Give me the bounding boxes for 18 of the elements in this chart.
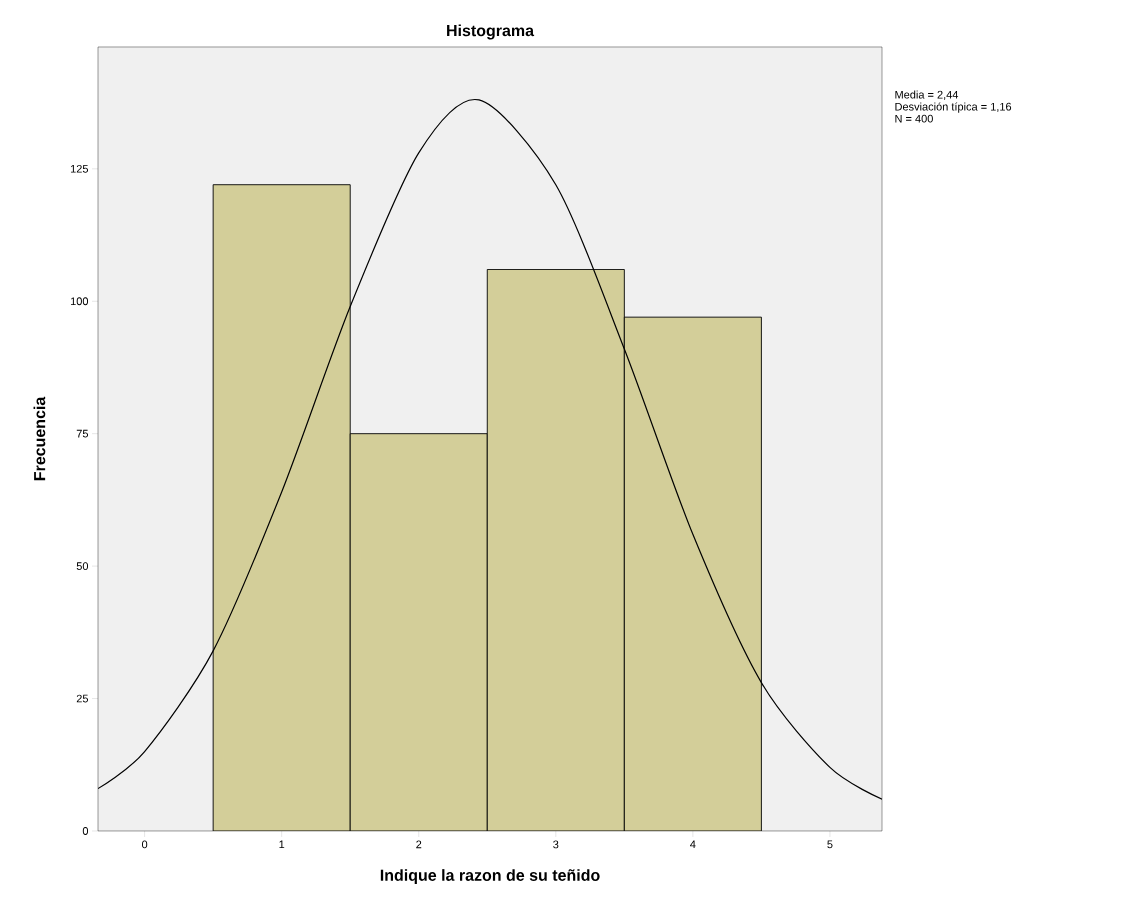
y-tick-label: 50 [76, 562, 89, 571]
x-tick-label: 4 [690, 840, 696, 849]
x-tick-label: 2 [416, 840, 422, 849]
y-tick-label: 100 [70, 297, 89, 306]
text: Desviación típica = 1,16 [895, 102, 1012, 113]
x-tick-label: 0 [141, 840, 148, 849]
x-tick-label: 1 [279, 840, 285, 849]
y-axis-title: Frecuencia [33, 396, 46, 481]
chart-title: Histograma [447, 24, 535, 40]
x-tick-label: 3 [553, 840, 559, 849]
y-tick-label: 75 [76, 429, 89, 438]
x-axis-title: Indique la razon de su teñido [380, 869, 600, 885]
text: N = 400 [895, 114, 933, 123]
x-tick-label: 5 [827, 840, 833, 849]
y-tick-label: 0 [82, 827, 89, 835]
text: Media = 2,44 [895, 90, 959, 100]
y-tick-label: 125 [70, 164, 89, 173]
y-tick-label: 25 [76, 694, 89, 703]
